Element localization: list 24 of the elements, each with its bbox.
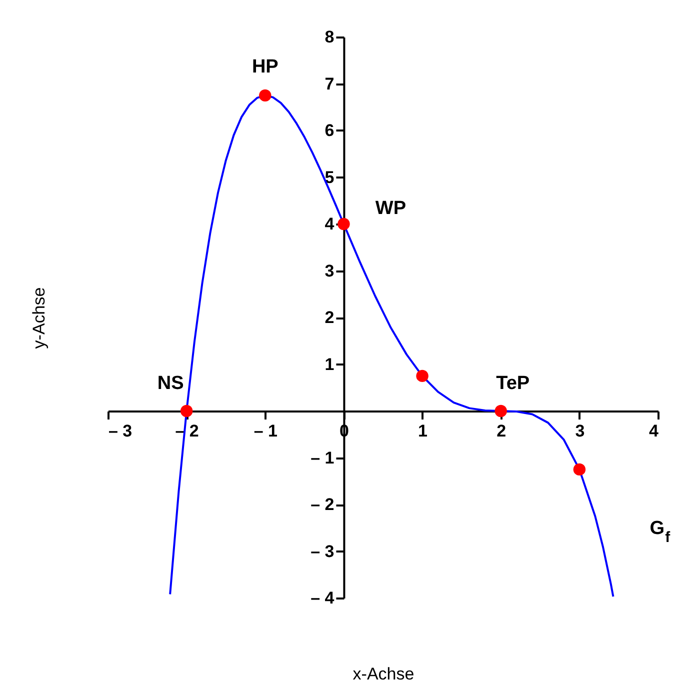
- annotation: HP: [252, 56, 279, 78]
- y-tick-label: 8: [324, 28, 334, 46]
- y-tick-label: 7: [324, 74, 334, 94]
- y-tick-label: – 1: [310, 448, 334, 468]
- x-tick-label: 4: [649, 422, 660, 440]
- x-axis-title: x-Achse: [352, 664, 414, 684]
- y-tick-label: 3: [324, 261, 334, 280]
- y-tick-label: 5: [324, 168, 334, 187]
- annotation: TeP: [496, 373, 530, 394]
- y-tick-label: – 4: [310, 588, 335, 608]
- y-tick-label: 6: [324, 121, 334, 140]
- x-tick-label: 3: [575, 422, 585, 440]
- y-tick-label: 1: [324, 354, 334, 374]
- y-tick-label: 4: [324, 214, 335, 234]
- annotation: WP: [375, 198, 406, 219]
- annotation: NS: [157, 373, 184, 394]
- y-tick-label: 2: [324, 308, 334, 327]
- x-tick-label: – 1: [254, 422, 278, 440]
- y-axis-title: y-Achse: [30, 287, 48, 349]
- x-tick-label: – 3: [108, 422, 132, 440]
- x-tick-label: 2: [496, 422, 506, 440]
- x-tick-label: 1: [418, 422, 428, 440]
- y-tick-label: – 2: [310, 495, 334, 514]
- y-tick-label: – 3: [310, 542, 334, 561]
